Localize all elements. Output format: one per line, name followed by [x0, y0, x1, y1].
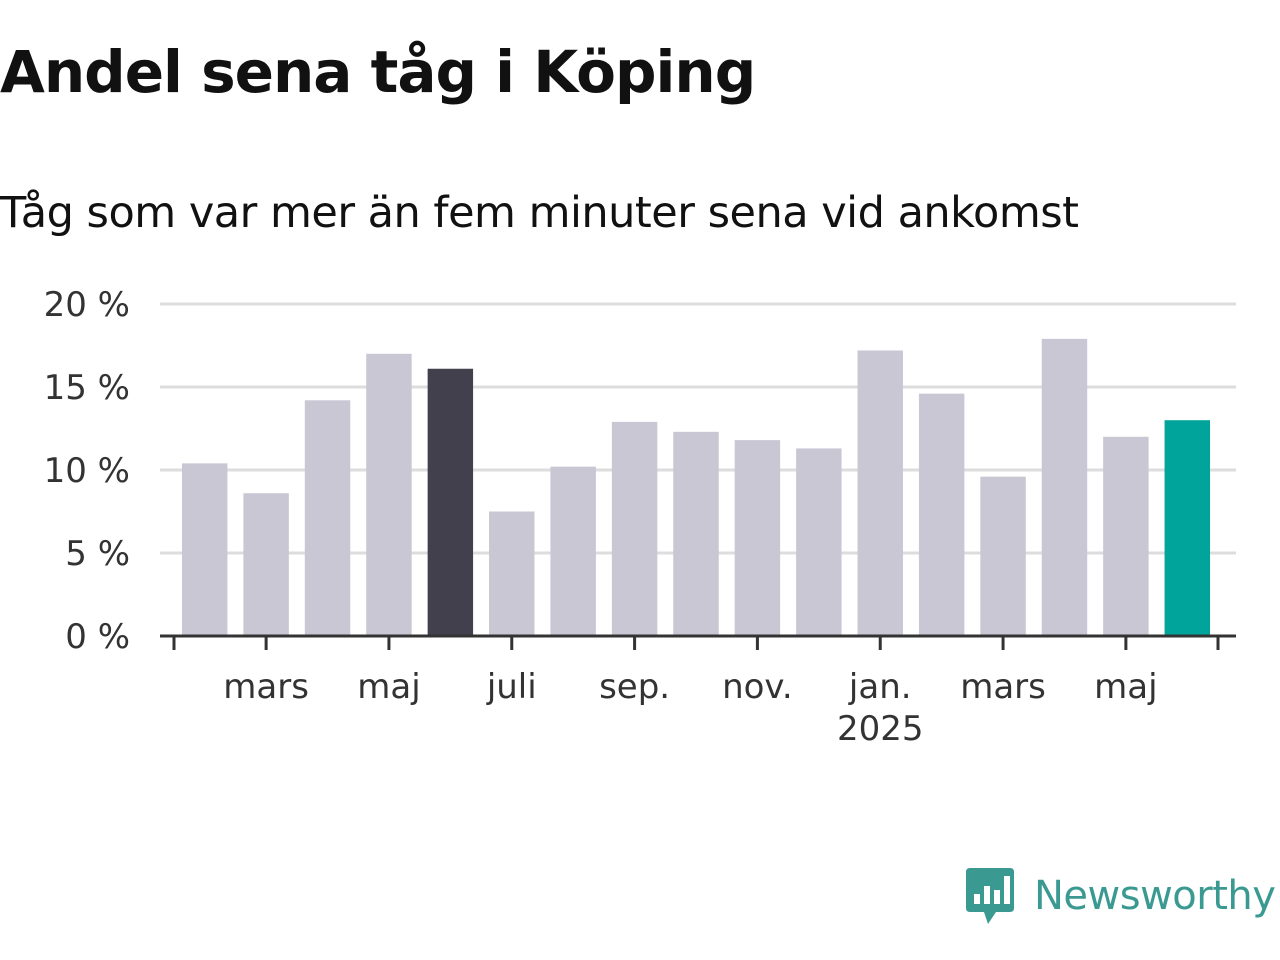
bar-2024-12: [796, 448, 842, 636]
bar-2024-06: [427, 368, 474, 636]
bar-2024-11: [734, 440, 781, 636]
bar-2025-02: [918, 393, 965, 636]
bar-2024-05: [366, 353, 412, 636]
x-tick-label: mars: [223, 667, 309, 707]
chart-subtitle: Tåg som var mer än fem minuter sena vid …: [0, 188, 1079, 238]
newsworthy-logo: Newsworthy: [964, 864, 1276, 928]
bar-2025-05: [1103, 436, 1149, 636]
newsworthy-logo-icon: [966, 868, 1014, 924]
bar-2024-04: [304, 400, 351, 636]
bar-2024-10: [673, 431, 719, 636]
y-tick-label: 15 %: [44, 368, 130, 408]
x-tick-label: maj: [1094, 667, 1157, 707]
bar-2025-03: [980, 476, 1026, 636]
bar-2024-09: [611, 421, 658, 636]
x-tick-label: maj: [357, 667, 420, 707]
x-tick-sublabel: 2025: [837, 709, 924, 749]
bars: [181, 338, 1211, 636]
bar-2025-04: [1041, 338, 1088, 636]
x-tick-label: nov.: [722, 667, 793, 707]
bar-2024-03: [243, 493, 289, 636]
y-tick-label: 5 %: [65, 534, 130, 574]
bar-2024-08: [550, 466, 596, 636]
bar-2024-02: [181, 463, 228, 636]
y-tick-label: 10 %: [44, 451, 130, 491]
logo-text: Newsworthy: [1034, 873, 1276, 919]
y-tick-label: 0 %: [65, 617, 130, 657]
bar-2025-01: [857, 350, 903, 636]
x-tick-label: jan.: [848, 667, 912, 707]
chart-title: Andel sena tåg i Köping: [0, 38, 756, 106]
x-tick-label: mars: [960, 667, 1046, 707]
x-tick-label: sep.: [599, 667, 670, 707]
x-tick-label: juli: [486, 667, 537, 707]
bar-2025-06: [1164, 420, 1211, 636]
y-tick-labels: 0 % 5 % 10 % 15 % 20 %: [44, 285, 130, 657]
x-tick-labels: mars maj juli sep. nov. jan.2025 mars maj: [223, 667, 1157, 749]
y-tick-label: 20 %: [44, 285, 130, 325]
x-axis: [160, 634, 1236, 650]
bar-2024-07: [489, 511, 535, 636]
